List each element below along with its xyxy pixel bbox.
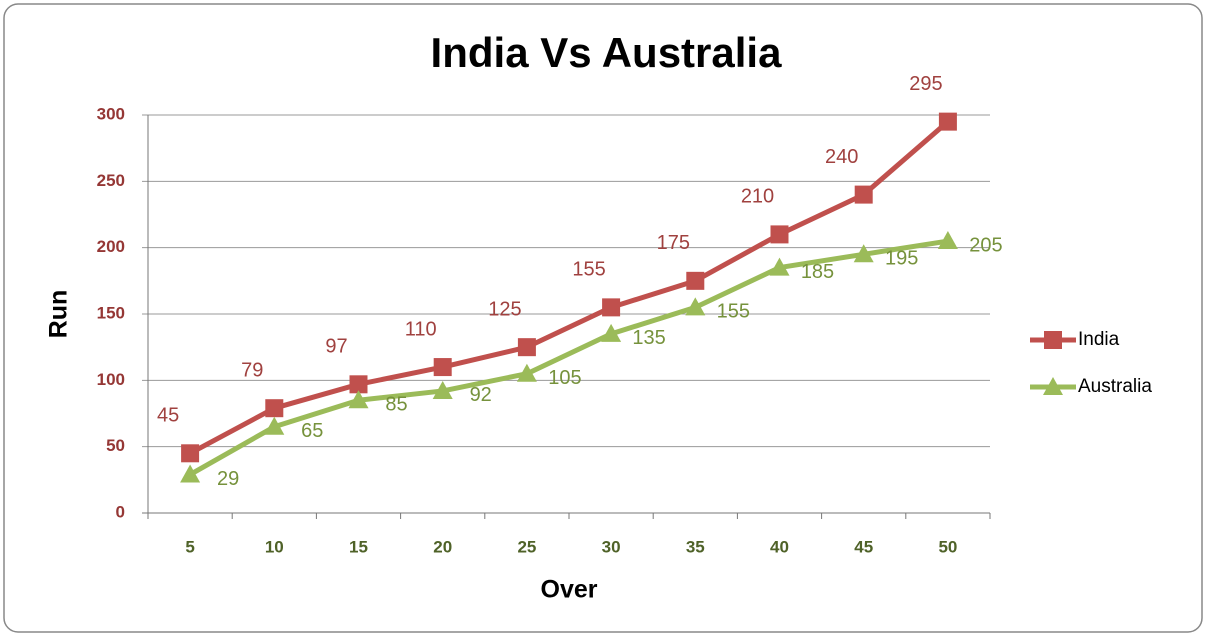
data-label: 195 <box>885 248 918 270</box>
data-label: 155 <box>717 301 750 323</box>
data-label: 295 <box>909 73 942 95</box>
y-tick-label: 50 <box>106 436 125 455</box>
data-marker <box>265 399 284 418</box>
data-marker <box>686 271 705 290</box>
data-label: 240 <box>825 146 858 168</box>
legend-marker <box>1044 331 1062 349</box>
data-marker <box>181 444 200 463</box>
data-marker <box>601 323 622 342</box>
x-tick-label: 35 <box>686 537 705 556</box>
series-line <box>188 119 950 456</box>
chart-title: India Vs Australia <box>431 29 783 76</box>
data-marker <box>180 464 201 483</box>
data-label: 29 <box>217 468 239 490</box>
x-tick-label: 15 <box>349 537 368 556</box>
x-tick-label: 30 <box>602 537 621 556</box>
data-marker <box>853 244 874 263</box>
x-tick-label: 25 <box>517 537 536 556</box>
x-tick-label: 45 <box>854 537 873 556</box>
y-axis-label: Run <box>45 290 73 339</box>
y-tick-label: 300 <box>97 104 125 123</box>
legend-label: Australia <box>1078 376 1152 397</box>
x-tick-label: 10 <box>265 537 284 556</box>
data-label: 79 <box>241 359 263 381</box>
data-marker <box>937 231 958 250</box>
data-label: 85 <box>385 394 407 416</box>
y-tick-label: 0 <box>116 502 125 521</box>
data-marker <box>770 225 789 244</box>
data-marker <box>432 380 453 399</box>
data-marker <box>517 338 536 357</box>
data-label: 175 <box>657 232 690 254</box>
y-tick-label: 150 <box>97 303 125 322</box>
data-marker <box>433 358 452 377</box>
data-label: 125 <box>488 298 521 320</box>
data-label: 45 <box>157 405 179 427</box>
data-label: 65 <box>301 420 323 442</box>
series-line <box>188 238 949 477</box>
y-tick-label: 100 <box>97 370 125 389</box>
data-label: 135 <box>632 327 665 349</box>
data-marker <box>854 185 873 204</box>
data-marker <box>264 416 285 435</box>
data-marker <box>769 257 790 276</box>
data-label: 110 <box>405 318 437 340</box>
data-marker <box>938 112 957 131</box>
data-marker <box>602 298 621 317</box>
data-marker <box>516 363 537 382</box>
data-label: 205 <box>969 234 1002 256</box>
data-label: 210 <box>741 186 774 208</box>
data-label: 155 <box>572 259 605 281</box>
data-label: 97 <box>325 336 347 358</box>
data-label: 185 <box>801 261 834 283</box>
x-tick-label: 5 <box>185 537 194 556</box>
y-tick-label: 250 <box>97 171 125 190</box>
data-label: 92 <box>470 384 492 406</box>
x-axis-label: Over <box>541 576 598 604</box>
legend-label: India <box>1078 329 1120 350</box>
legend-marker <box>1043 377 1063 395</box>
x-tick-label: 40 <box>770 537 789 556</box>
x-tick-label: 20 <box>433 537 452 556</box>
x-tick-label: 50 <box>938 537 957 556</box>
data-marker <box>685 297 706 316</box>
data-marker <box>349 375 368 394</box>
data-marker <box>348 390 369 409</box>
data-label: 105 <box>548 367 581 389</box>
y-tick-label: 200 <box>97 237 125 256</box>
